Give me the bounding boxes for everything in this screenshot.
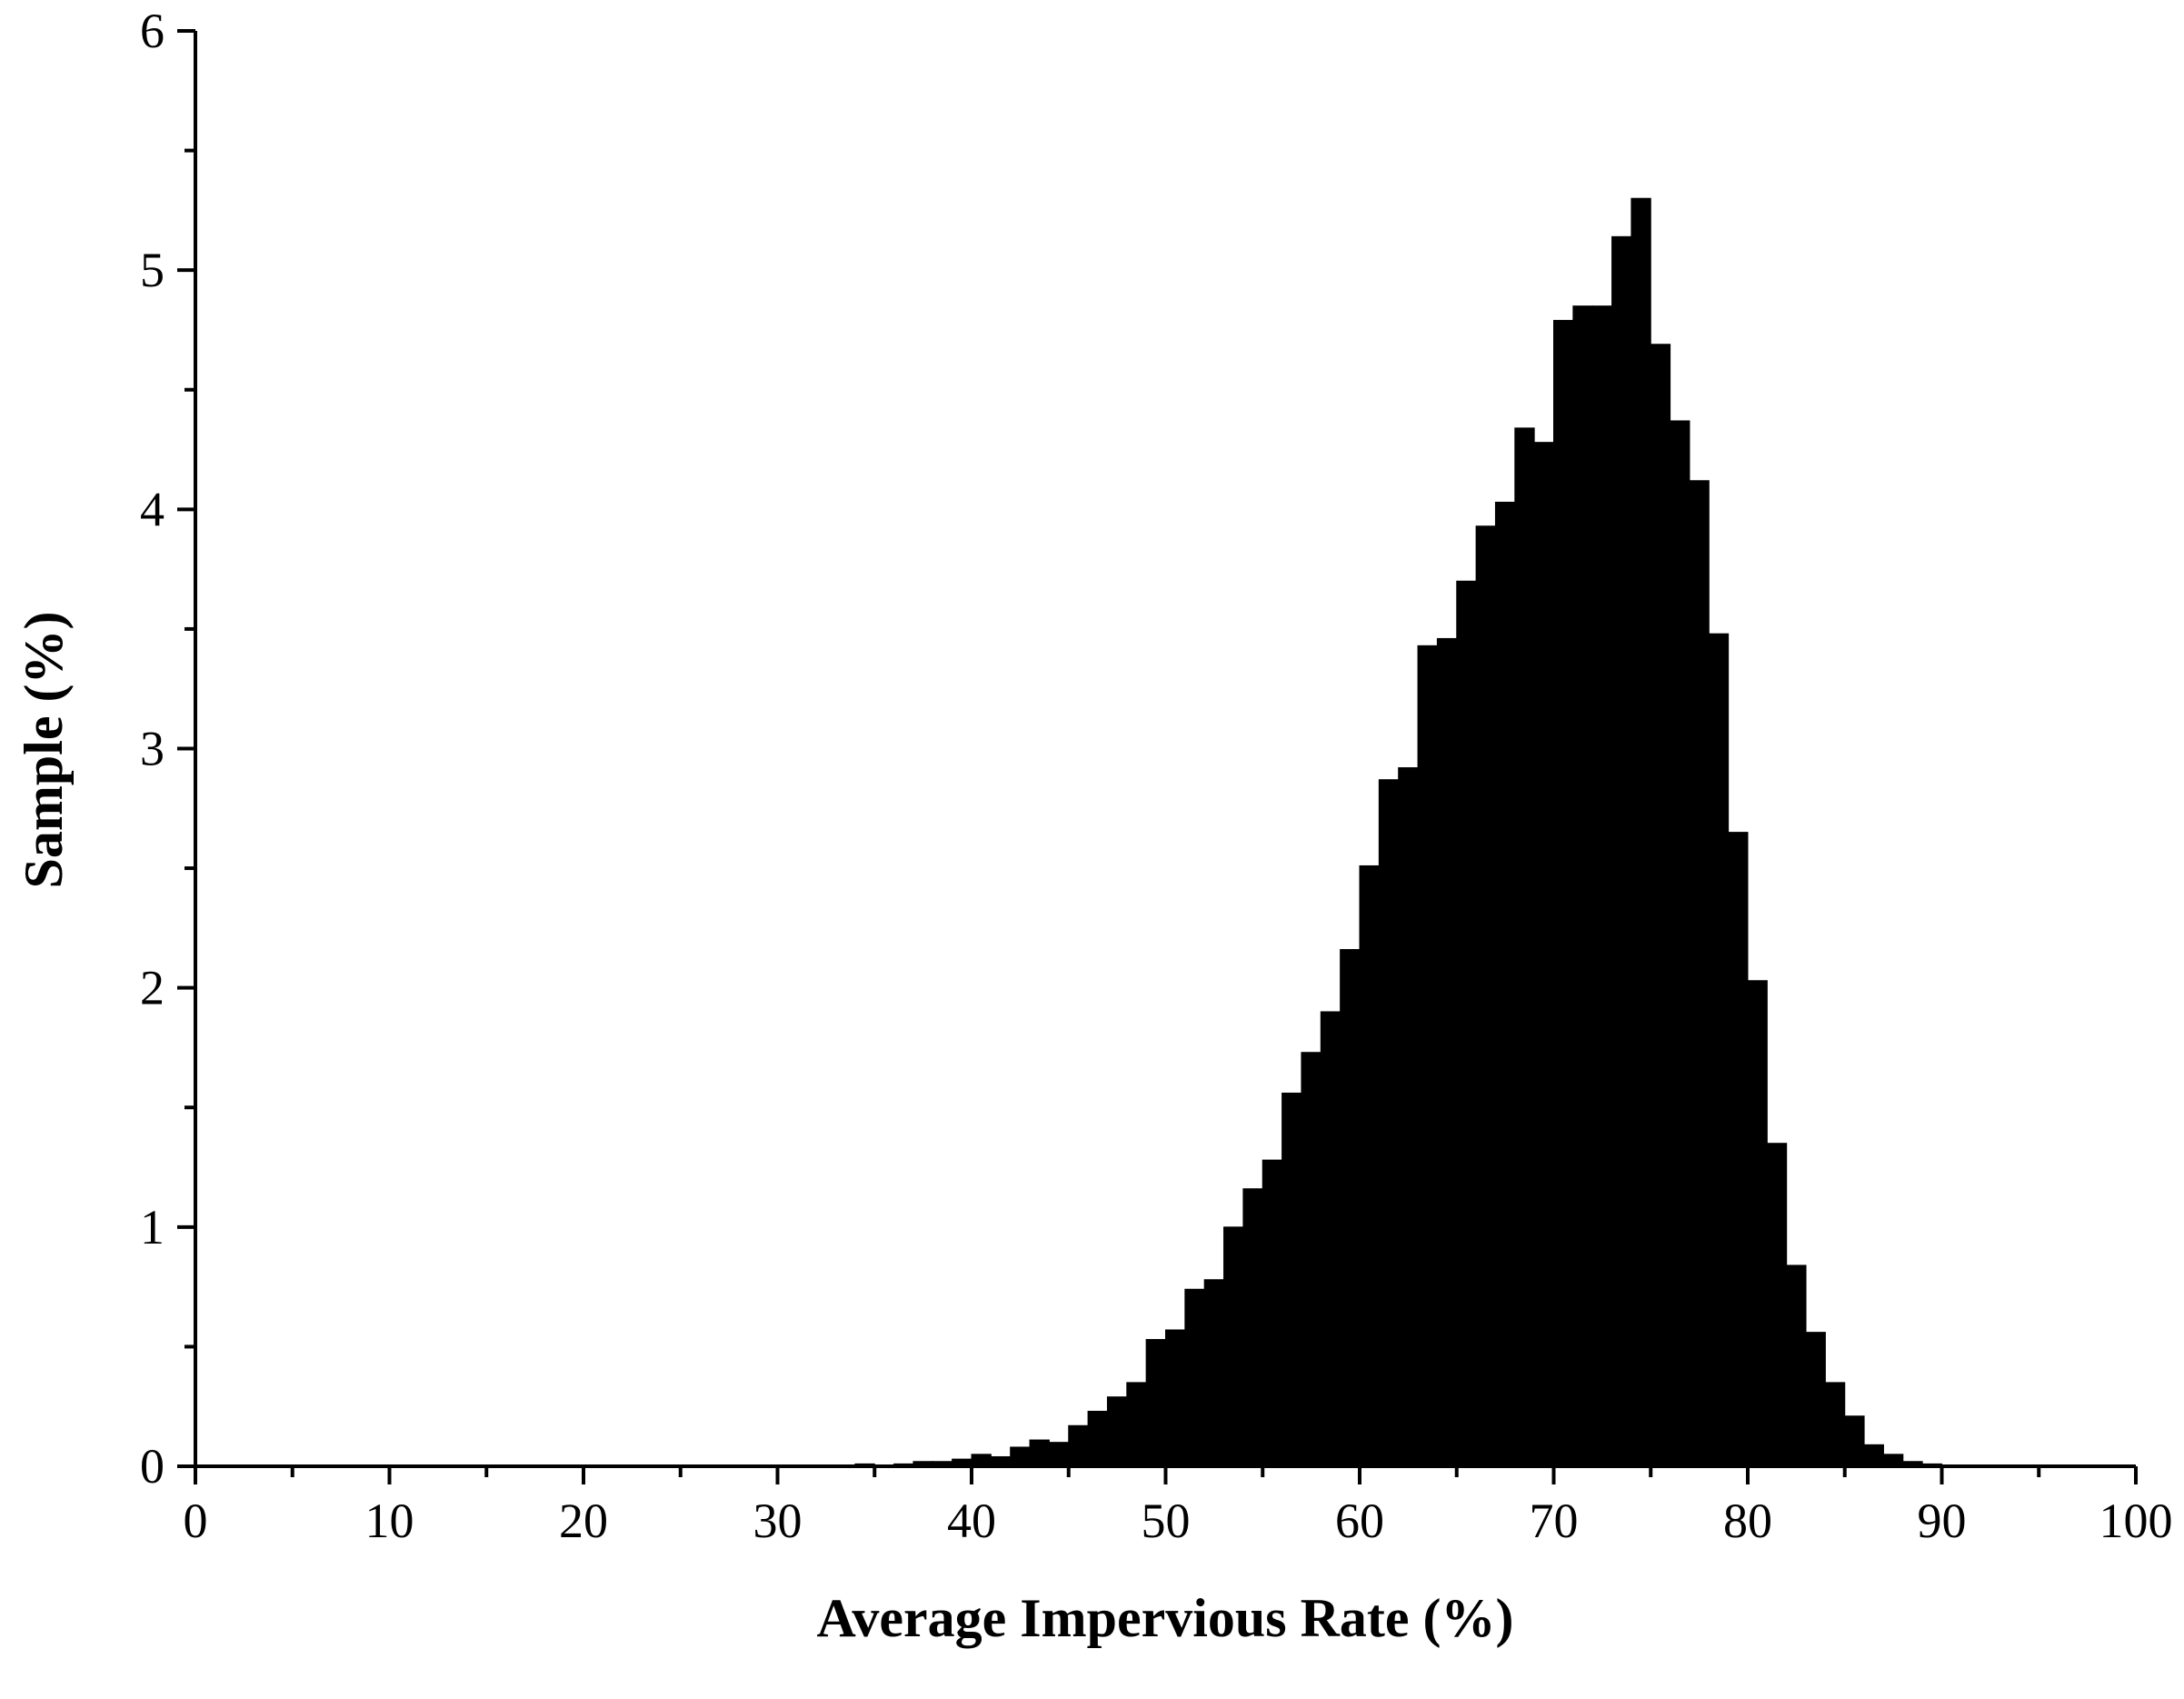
bar bbox=[1728, 832, 1749, 1467]
x-tick-label: 10 bbox=[365, 1494, 414, 1548]
bar bbox=[1126, 1382, 1147, 1467]
bar bbox=[1165, 1329, 1186, 1467]
x-tick-label: 30 bbox=[753, 1494, 803, 1548]
bar bbox=[1708, 633, 1730, 1467]
bar bbox=[1223, 1226, 1244, 1467]
bar bbox=[1689, 480, 1710, 1467]
y-tick-label: 6 bbox=[140, 4, 165, 58]
y-tick-label: 5 bbox=[140, 243, 165, 297]
bar bbox=[1786, 1264, 1807, 1467]
bar bbox=[1533, 442, 1555, 1467]
y-axis-title: Sample (%) bbox=[14, 612, 74, 889]
bar bbox=[1340, 949, 1361, 1467]
bar bbox=[1301, 1052, 1321, 1467]
bar bbox=[1766, 1143, 1788, 1467]
y-tick-label: 0 bbox=[140, 1439, 165, 1494]
bar bbox=[1320, 1011, 1341, 1467]
x-tick-label: 50 bbox=[1142, 1494, 1191, 1548]
bar bbox=[1670, 420, 1690, 1467]
bar bbox=[1203, 1279, 1225, 1467]
x-axis-title: Average Impervious Rate (%) bbox=[816, 1588, 1513, 1648]
x-tick-label: 70 bbox=[1530, 1494, 1579, 1548]
x-tick-label: 20 bbox=[559, 1494, 608, 1548]
bar bbox=[1106, 1396, 1128, 1467]
bar bbox=[1281, 1092, 1302, 1467]
bar bbox=[1631, 197, 1651, 1467]
bar bbox=[1145, 1339, 1167, 1467]
bar bbox=[1591, 305, 1613, 1467]
bar bbox=[1417, 645, 1438, 1467]
bar bbox=[1863, 1444, 1884, 1467]
x-tick-label: 40 bbox=[947, 1494, 996, 1548]
bar bbox=[1242, 1188, 1263, 1467]
y-tick-label: 4 bbox=[140, 482, 165, 536]
bar bbox=[1844, 1415, 1865, 1467]
bar bbox=[1029, 1439, 1050, 1467]
bar bbox=[1611, 235, 1632, 1467]
bar bbox=[1048, 1442, 1070, 1467]
bar bbox=[1010, 1446, 1031, 1467]
y-tick-label: 2 bbox=[140, 961, 165, 1015]
x-tick-label: 100 bbox=[2099, 1494, 2173, 1548]
bar bbox=[1650, 344, 1671, 1467]
bar bbox=[1475, 525, 1496, 1467]
bar bbox=[1184, 1288, 1205, 1467]
bar bbox=[1262, 1159, 1283, 1467]
bar bbox=[1068, 1424, 1089, 1467]
bar bbox=[1805, 1332, 1826, 1467]
bar bbox=[1456, 580, 1477, 1467]
bar bbox=[1494, 501, 1516, 1467]
x-tick-label: 60 bbox=[1335, 1494, 1384, 1548]
bar bbox=[1359, 864, 1380, 1467]
bar bbox=[1553, 319, 1574, 1467]
y-tick-label: 1 bbox=[140, 1200, 165, 1254]
bar bbox=[1378, 779, 1400, 1467]
x-tick-label: 90 bbox=[1918, 1494, 1967, 1548]
bar bbox=[1747, 980, 1768, 1467]
x-tick-label: 0 bbox=[184, 1494, 208, 1548]
bar bbox=[1514, 427, 1535, 1467]
bar bbox=[1087, 1410, 1108, 1467]
y-tick-label: 3 bbox=[140, 722, 165, 776]
bar bbox=[1436, 637, 1458, 1467]
bar bbox=[1572, 305, 1593, 1467]
bar bbox=[1824, 1382, 1846, 1467]
x-tick-label: 80 bbox=[1723, 1494, 1772, 1548]
bar bbox=[1398, 767, 1419, 1467]
